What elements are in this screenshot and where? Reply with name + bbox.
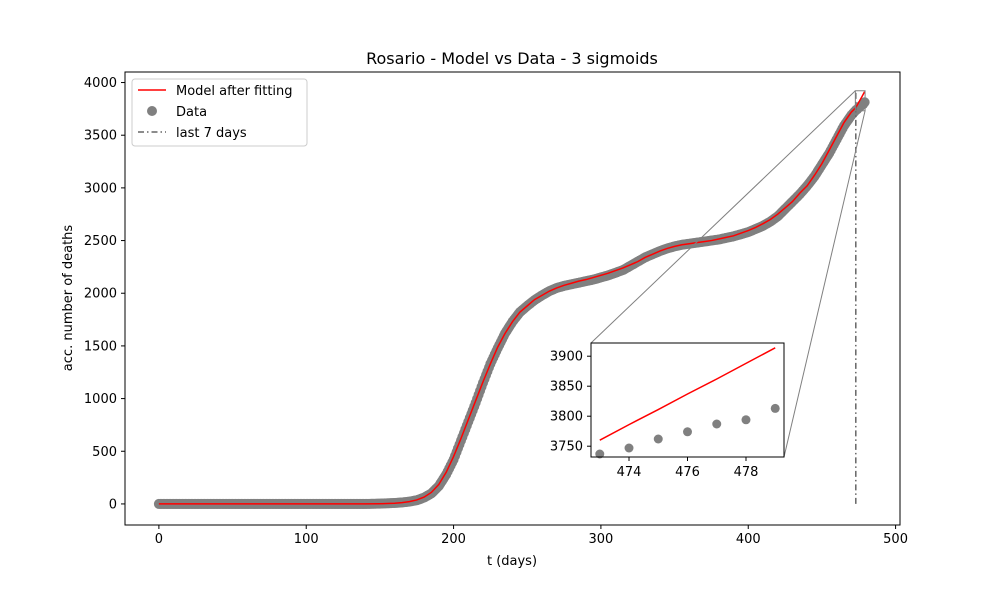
y-tick-label: 2000 (84, 287, 117, 302)
y-tick-label: 1000 (84, 392, 117, 407)
y-tick-label: 3500 (84, 129, 117, 144)
inset-data-point (712, 419, 722, 429)
y-tick-label: 4000 (84, 76, 117, 91)
inset-data-point (653, 434, 663, 444)
x-tick-label: 100 (294, 532, 319, 547)
x-tick-label: 400 (736, 532, 761, 547)
inset-zoom-plot: 474 476 478 3750 3800 3850 3900 (550, 342, 785, 480)
legend-swatch-data (147, 106, 157, 116)
y-tick-label: 500 (92, 445, 117, 460)
inset-x-tick-label: 476 (675, 465, 700, 480)
inset-model-line (599, 347, 776, 441)
inset-data-point (741, 415, 751, 425)
inset-y-tick-label: 3900 (550, 350, 583, 365)
inset-data-layer (595, 347, 780, 459)
inset-x-tick-label: 474 (617, 465, 642, 480)
legend-label-model: Model after fitting (176, 84, 293, 99)
legend-box (131, 78, 308, 147)
inset-y-ticks: 3750 3800 3850 3900 (550, 350, 591, 455)
y-tick-label: 0 (109, 497, 117, 512)
inset-data-point (624, 443, 634, 453)
x-tick-label: 0 (155, 532, 163, 547)
inset-data-point (683, 427, 692, 437)
x-tick-label: 300 (588, 532, 613, 547)
inset-y-tick-label: 3850 (550, 380, 583, 395)
main-y-ticks: 0 500 1000 1500 2000 2500 3000 3500 4000 (84, 76, 125, 512)
x-tick-label: 200 (441, 532, 466, 547)
y-tick-label: 2500 (84, 234, 117, 249)
legend: Model after fitting Data last 7 days (131, 78, 308, 147)
chart-title: Rosario - Model vs Data - 3 sigmoids (366, 49, 658, 68)
model-line (158, 91, 866, 505)
main-plot-area: 0 100 200 300 400 500 0 500 1000 1500 2000 2500 300… (84, 71, 908, 547)
y-axis-label: acc. number of deaths (61, 225, 76, 372)
y-tick-label: 3000 (84, 181, 117, 196)
data-point (849, 106, 860, 117)
inset-x-ticks: 474 476 478 (617, 457, 759, 480)
legend-label-data: Data (176, 105, 207, 120)
inset-background (591, 343, 784, 457)
y-tick-label: 1500 (84, 339, 117, 354)
main-x-ticks: 0 100 200 300 400 500 (155, 525, 908, 547)
zoom-connector-line (590, 90, 856, 344)
inset-y-tick-label: 3800 (550, 410, 583, 425)
legend-label-last7: last 7 days (176, 126, 247, 141)
inset-data-point (595, 449, 605, 459)
inset-y-tick-label: 3750 (550, 440, 583, 455)
x-axis-label: t (days) (487, 554, 537, 569)
inset-data-point (770, 403, 780, 413)
zoom-region-box (854, 90, 866, 112)
main-data-layer (153, 91, 870, 509)
main-plot-frame (124, 71, 901, 526)
zoom-connector-line (783, 110, 866, 458)
zoom-connector-lines (590, 90, 866, 458)
inset-x-tick-label: 478 (734, 465, 759, 480)
x-tick-label: 500 (883, 532, 908, 547)
